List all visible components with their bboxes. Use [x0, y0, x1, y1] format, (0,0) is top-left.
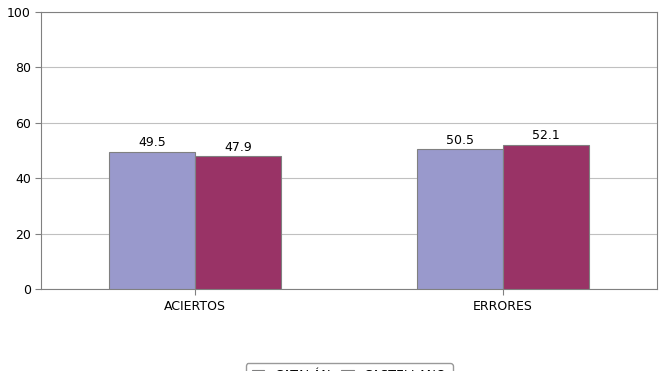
- Bar: [109, 152, 195, 289]
- Bar: [503, 145, 590, 289]
- Legend: CATALÁN, CASTELLANO: CATALÁN, CASTELLANO: [246, 363, 453, 371]
- Bar: [417, 149, 503, 289]
- Text: 49.5: 49.5: [138, 136, 166, 149]
- Text: 47.9: 47.9: [224, 141, 252, 154]
- Text: 52.1: 52.1: [533, 129, 560, 142]
- Bar: [195, 157, 282, 289]
- Text: 50.5: 50.5: [446, 134, 474, 147]
